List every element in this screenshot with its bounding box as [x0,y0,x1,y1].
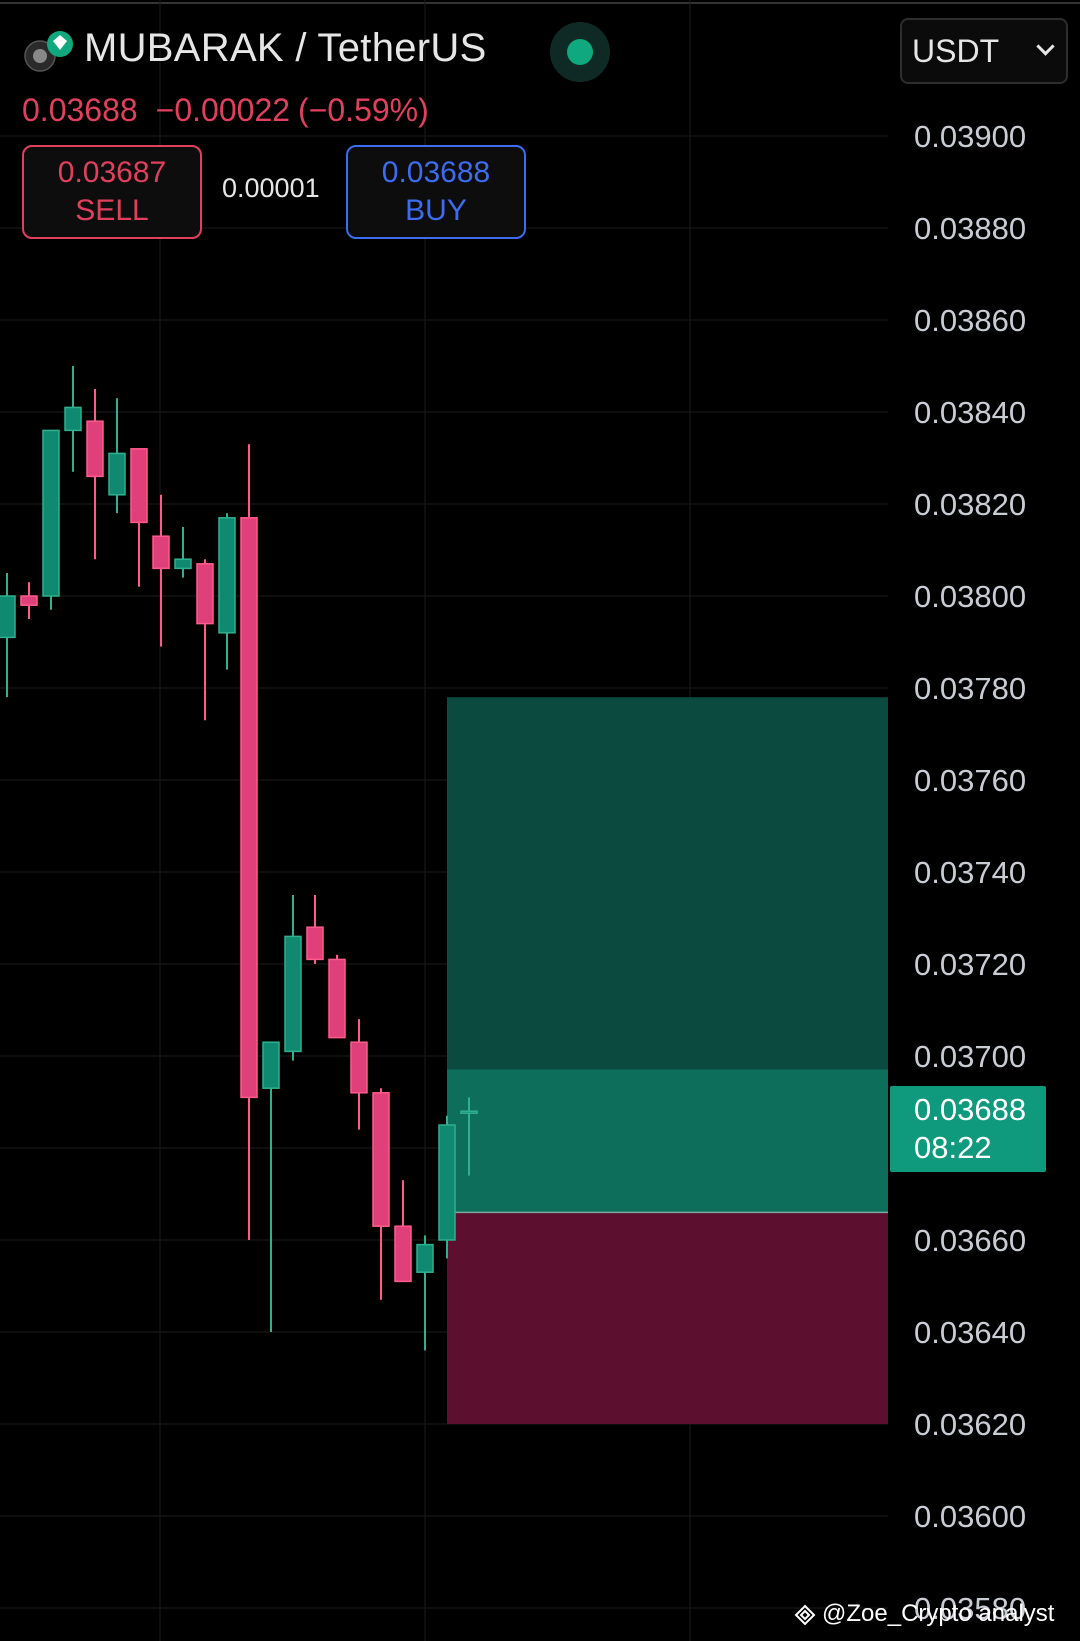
candle-body [0,595,16,639]
y-axis-tick-label: 0.03820 [914,487,1026,522]
candle-body [240,517,258,1099]
candle-body [328,958,346,1039]
market-status-indicator [550,22,610,82]
y-axis-tick-label: 0.03760 [914,763,1026,798]
currency-select[interactable]: USDT [900,18,1068,84]
candle-body [284,935,302,1053]
candle-body [306,926,324,961]
binance-logo-icon [794,1604,816,1626]
candle-body [108,452,126,496]
last-price-tag-value: 0.03688 [914,1092,1027,1127]
candle-body [438,1124,456,1241]
pair-title[interactable]: MUBARAK / TetherUS [84,26,487,70]
buy-label: BUY [405,194,467,227]
y-axis-tick-label: 0.03720 [914,947,1026,982]
y-axis-tick-label: 0.03800 [914,579,1026,614]
y-axis-tick-label: 0.03740 [914,855,1026,890]
candle-body [372,1092,390,1227]
y-axis-tick-label: 0.03880 [914,211,1026,246]
price-summary: 0.03688 −0.00022 (−0.59%) [22,92,447,129]
candle-body [42,429,60,597]
y-axis-tick-label: 0.03840 [914,395,1026,430]
y-axis-tick-label: 0.03860 [914,303,1026,338]
candle-body [152,535,170,570]
candle-body [350,1041,368,1094]
price-change-percent: (−0.59%) [298,92,429,128]
y-axis-tick-label: 0.03640 [914,1315,1026,1350]
last-price-tag: 0.03688 08:22 [890,1086,1046,1172]
candle-body [218,517,236,634]
candle-countdown: 08:22 [914,1130,992,1165]
candle-body [64,406,82,432]
candle-body [460,1110,478,1114]
y-axis-tick-label: 0.03660 [914,1223,1026,1258]
candle-body [20,595,38,606]
sell-button[interactable]: 0.03687 SELL [22,145,202,239]
y-axis-tick-label: 0.03700 [914,1039,1026,1074]
entry-zone [447,1069,888,1213]
candle-body [130,448,148,524]
watermark: @Zoe_Crypto analyst [822,1600,1055,1627]
y-axis-tick-label: 0.03620 [914,1407,1026,1442]
candle-body [394,1225,412,1283]
candle-body [262,1041,280,1089]
candle-body [174,558,192,570]
spread-value: 0.00001 [222,173,320,203]
y-axis-tick-label: 0.03780 [914,671,1026,706]
loss-zone [447,1212,888,1424]
status-dot-icon [567,39,593,65]
y-axis-tick-label: 0.03900 [914,119,1026,154]
candle-body [196,563,214,625]
sell-label: SELL [75,194,149,227]
buy-button[interactable]: 0.03688 BUY [346,145,526,239]
coin-icon [24,31,73,72]
candle-body [416,1243,434,1273]
buy-price: 0.03688 [381,156,491,189]
currency-select-value: USDT [912,32,1000,69]
last-price: 0.03688 [22,92,138,128]
y-axis-tick-label: 0.03580 [914,1591,1026,1626]
sell-price: 0.03687 [57,156,167,189]
candle-body [86,420,104,478]
profit-zone [447,697,888,1070]
chevron-down-icon [1036,37,1055,56]
y-axis-tick-label: 0.03600 [914,1499,1026,1534]
price-change: −0.00022 [155,92,291,128]
